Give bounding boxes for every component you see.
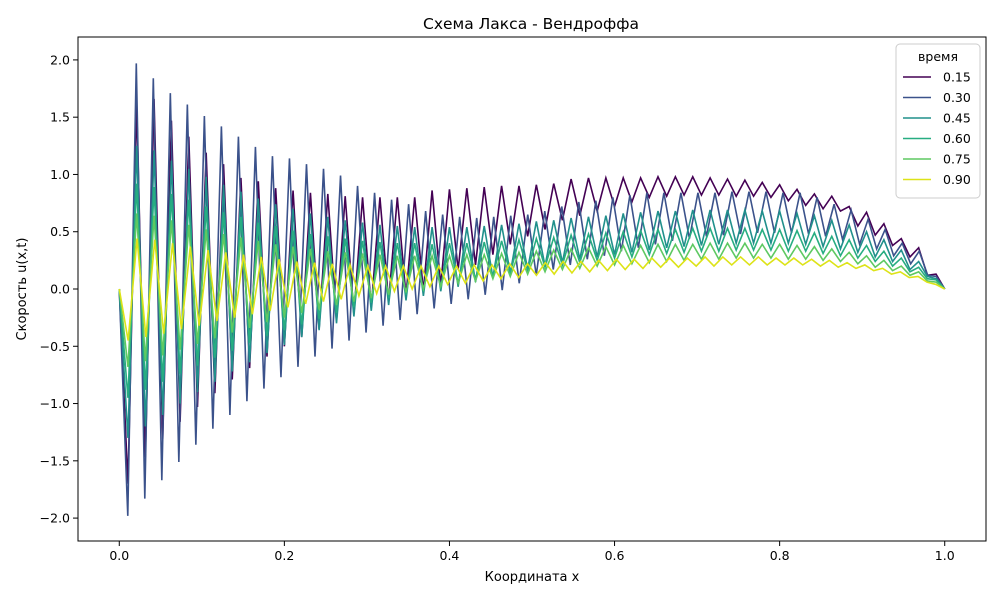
- y-tick-label: 1.5: [50, 110, 70, 125]
- legend-entry-label: 0.90: [943, 172, 971, 187]
- y-axis: −2.0 −1.5 −1.0 −0.5 0.0 0.5 1.0 1.5 2.0: [40, 52, 78, 526]
- y-axis-label: Скорость u(x,t): [15, 238, 30, 341]
- legend-entry-label: 0.75: [943, 152, 971, 167]
- chart-title: Схема Лакса - Вендроффа: [423, 15, 639, 33]
- x-tick-label: 1.0: [935, 548, 955, 563]
- x-axis: 0.0 0.2 0.4 0.6 0.8 1.0: [109, 541, 955, 563]
- y-tick-label: −0.5: [40, 339, 70, 354]
- x-axis-label: Координата x: [485, 570, 580, 585]
- series-line-1: [118, 63, 946, 516]
- y-tick-label: −2.0: [40, 511, 70, 526]
- series-line-5: [118, 238, 946, 341]
- legend-entry-label: 0.45: [943, 111, 971, 126]
- y-tick-label: 0.5: [50, 224, 70, 239]
- series-line-2: [118, 145, 946, 438]
- x-tick-label: 0.8: [770, 548, 790, 563]
- legend-title: время: [918, 49, 958, 64]
- x-tick-label: 0.4: [440, 548, 460, 563]
- x-tick-label: 0.0: [109, 548, 129, 563]
- y-tick-label: 2.0: [50, 52, 70, 67]
- x-tick-label: 0.6: [605, 548, 625, 563]
- series-layer: [118, 63, 946, 516]
- legend-entry-label: 0.30: [943, 90, 971, 105]
- y-tick-label: 1.0: [50, 167, 70, 182]
- y-tick-label: −1.5: [40, 453, 70, 468]
- plot-frame: [77, 36, 987, 542]
- x-tick-label: 0.2: [274, 548, 294, 563]
- legend-entry-label: 0.60: [943, 131, 971, 146]
- series-line-4: [118, 213, 946, 367]
- y-tick-label: 0.0: [50, 282, 70, 297]
- legend-items: 0.15 0.30 0.45 0.60 0.75 0.90: [903, 70, 971, 187]
- legend: время 0.15 0.30 0.45 0.60 0.75 0.90: [895, 43, 981, 199]
- series-line-3: [118, 183, 946, 398]
- y-tick-label: −1.0: [40, 396, 70, 411]
- legend-entry-label: 0.15: [943, 70, 971, 85]
